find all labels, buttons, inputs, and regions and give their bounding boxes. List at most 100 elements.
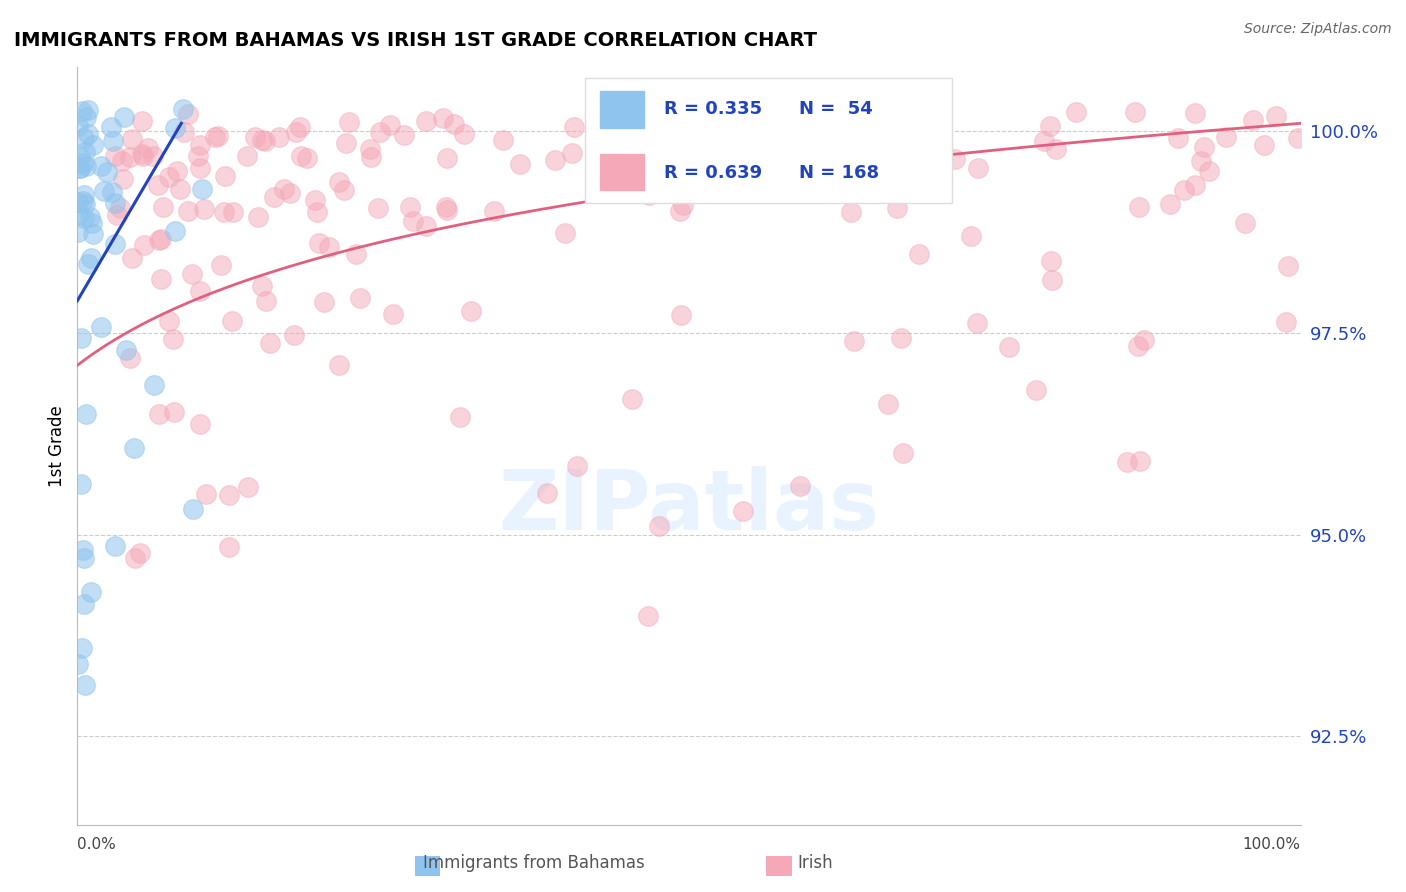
Point (1032, 134, 1054, 148)
Point (650, 103, 672, 117)
Point (142, 378, 165, 392)
Point (333, 183, 356, 197)
Point (218, 488, 240, 502)
Point (148, 407, 170, 421)
Point (67, 657, 90, 671)
Point (894, 108, 917, 122)
Point (637, 608, 659, 623)
Point (621, 392, 644, 407)
Point (1039, 119, 1062, 133)
Point (673, 107, 696, 121)
Point (90, 320, 112, 334)
Point (75, 110, 97, 124)
Point (246, 210, 269, 224)
Point (1040, 273, 1063, 287)
Point (67, 208, 90, 222)
Text: R = 0.335: R = 0.335 (665, 100, 762, 118)
Point (318, 240, 340, 254)
Point (434, 200, 457, 214)
Point (209, 258, 232, 272)
Point (908, 247, 931, 261)
Point (82, 216, 104, 230)
Point (90, 159, 112, 173)
Point (394, 128, 416, 142)
Point (1198, 164, 1220, 178)
Point (254, 293, 277, 308)
Point (72, 543, 94, 558)
Point (103, 134, 125, 148)
Text: Immigrants from Bahamas: Immigrants from Bahamas (423, 855, 645, 872)
Point (207, 128, 229, 143)
Point (73, 597, 96, 611)
Point (173, 125, 195, 139)
Point (73, 197, 96, 211)
Point (75, 678, 97, 692)
Point (243, 129, 266, 144)
Bar (585, 78, 952, 203)
Point (1173, 183, 1195, 197)
Point (73, 550, 96, 565)
Point (285, 125, 308, 139)
Point (236, 479, 259, 493)
Point (415, 219, 437, 233)
Point (104, 539, 127, 553)
Point (273, 181, 295, 195)
Point (399, 200, 422, 214)
Point (67, 195, 90, 210)
Point (236, 149, 259, 163)
Point (1129, 454, 1152, 468)
Point (222, 205, 245, 219)
Point (1128, 201, 1150, 215)
Point (166, 164, 188, 178)
Point (142, 149, 165, 163)
Point (998, 340, 1021, 354)
Point (148, 178, 170, 193)
Point (263, 190, 285, 204)
Point (204, 130, 226, 145)
Point (890, 331, 912, 345)
Point (328, 358, 350, 372)
Point (100, 185, 122, 199)
Point (1215, 130, 1237, 145)
Point (842, 334, 865, 349)
Point (163, 120, 186, 135)
Point (128, 546, 150, 560)
Point (82, 227, 104, 241)
Point (169, 182, 191, 196)
Point (108, 201, 131, 215)
Text: 0.0%: 0.0% (77, 838, 117, 852)
Point (252, 133, 274, 147)
Point (1189, 153, 1212, 168)
Point (1064, 105, 1087, 120)
Point (638, 188, 661, 202)
Point (193, 202, 215, 216)
Point (360, 150, 382, 164)
Point (214, 169, 236, 183)
Point (1123, 105, 1146, 120)
Point (349, 291, 371, 305)
Text: N =  54: N = 54 (799, 100, 873, 118)
Point (136, 141, 159, 155)
Text: N = 168: N = 168 (799, 164, 879, 182)
Bar (599, 91, 644, 128)
Point (163, 224, 186, 238)
Point (1040, 254, 1063, 268)
Point (104, 196, 127, 211)
Point (73, 145, 96, 159)
Point (1275, 315, 1298, 329)
Bar (599, 154, 644, 191)
Point (380, 118, 402, 132)
Point (76, 257, 98, 271)
Point (188, 161, 211, 175)
Point (449, 409, 471, 424)
Point (1234, 216, 1257, 230)
Point (586, 133, 609, 147)
Text: R = 0.639: R = 0.639 (665, 164, 762, 182)
Point (1253, 137, 1275, 152)
Point (290, 149, 312, 163)
Point (77, 103, 100, 117)
Point (96, 164, 118, 178)
Point (72, 156, 94, 170)
Point (966, 317, 988, 331)
Point (73, 131, 96, 145)
